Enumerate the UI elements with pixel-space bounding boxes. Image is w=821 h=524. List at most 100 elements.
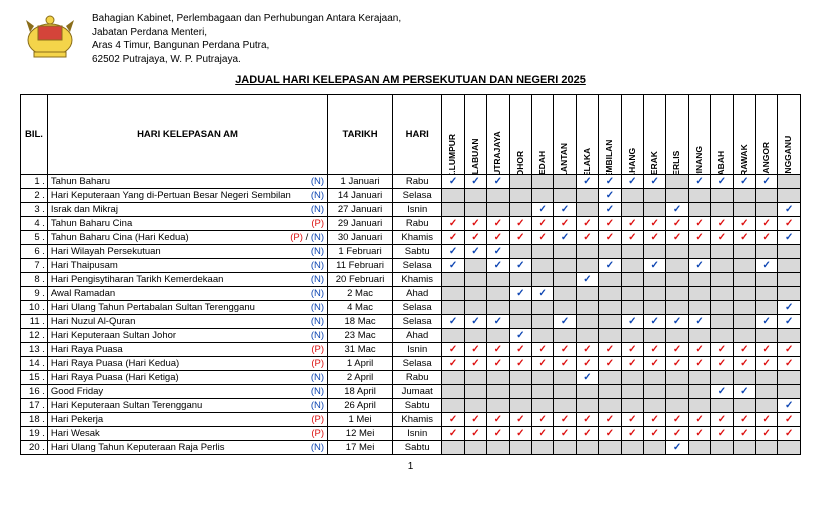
cell-state bbox=[644, 441, 666, 455]
cell-state bbox=[487, 399, 509, 413]
cell-state bbox=[733, 315, 755, 329]
note-marker: (N) bbox=[311, 260, 324, 271]
cell-state bbox=[442, 273, 464, 287]
cell-state bbox=[576, 203, 598, 217]
cell-state bbox=[756, 385, 778, 399]
cell-state: ✓ bbox=[576, 175, 598, 189]
cell-name: Tahun Baharu Cina(P) bbox=[47, 217, 327, 231]
cell-state bbox=[733, 189, 755, 203]
cell-state bbox=[576, 259, 598, 273]
cell-state bbox=[711, 203, 733, 217]
note-marker: (N) bbox=[311, 274, 324, 285]
cell-state bbox=[442, 287, 464, 301]
cell-state: ✓ bbox=[599, 259, 621, 273]
col-state: MELAKA bbox=[576, 95, 598, 175]
cell-date: 11 Februari bbox=[328, 259, 393, 273]
cell-state bbox=[756, 301, 778, 315]
cell-state bbox=[621, 259, 643, 273]
cell-state: ✓ bbox=[464, 427, 486, 441]
cell-state bbox=[644, 301, 666, 315]
cell-date: 18 Mac bbox=[328, 315, 393, 329]
cell-state bbox=[487, 203, 509, 217]
cell-state: ✓ bbox=[576, 371, 598, 385]
cell-state: ✓ bbox=[756, 175, 778, 189]
cell-bil: 13 . bbox=[21, 343, 48, 357]
cell-state bbox=[666, 175, 688, 189]
cell-state bbox=[778, 385, 801, 399]
cell-state bbox=[644, 385, 666, 399]
cell-state bbox=[644, 245, 666, 259]
cell-day: Rabu bbox=[393, 217, 442, 231]
cell-state: ✓ bbox=[464, 231, 486, 245]
cell-state: ✓ bbox=[599, 175, 621, 189]
cell-state bbox=[464, 399, 486, 413]
cell-state bbox=[688, 371, 710, 385]
cell-day: Isnin bbox=[393, 203, 442, 217]
cell-name: Hari Raya Puasa (Hari Ketiga)(N) bbox=[47, 371, 327, 385]
cell-state: ✓ bbox=[442, 413, 464, 427]
cell-state bbox=[711, 371, 733, 385]
cell-state: ✓ bbox=[487, 343, 509, 357]
cell-state: ✓ bbox=[554, 231, 576, 245]
crest-icon bbox=[20, 12, 80, 62]
cell-state: ✓ bbox=[778, 231, 801, 245]
cell-state bbox=[531, 259, 553, 273]
cell-state: ✓ bbox=[576, 413, 598, 427]
cell-state bbox=[576, 301, 598, 315]
cell-state: ✓ bbox=[487, 259, 509, 273]
cell-state bbox=[531, 315, 553, 329]
cell-state bbox=[733, 371, 755, 385]
cell-state bbox=[733, 203, 755, 217]
table-row: 20 .Hari Ulang Tahun Keputeraan Raja Per… bbox=[21, 441, 801, 455]
note-marker: (P) bbox=[311, 428, 324, 439]
col-day: HARI bbox=[393, 95, 442, 175]
cell-state: ✓ bbox=[644, 427, 666, 441]
table-row: 3 .Israk dan Mikraj(N)27 JanuariIsnin✓✓✓… bbox=[21, 203, 801, 217]
cell-state bbox=[688, 329, 710, 343]
cell-date: 1 Januari bbox=[328, 175, 393, 189]
cell-day: Sabtu bbox=[393, 399, 442, 413]
cell-state: ✓ bbox=[464, 217, 486, 231]
cell-bil: 18 . bbox=[21, 413, 48, 427]
cell-state bbox=[711, 287, 733, 301]
cell-state: ✓ bbox=[487, 357, 509, 371]
cell-state: ✓ bbox=[756, 315, 778, 329]
cell-date: 26 April bbox=[328, 399, 393, 413]
cell-state bbox=[576, 315, 598, 329]
note-marker: (N) bbox=[311, 246, 324, 257]
cell-state bbox=[756, 189, 778, 203]
cell-bil: 8 . bbox=[21, 273, 48, 287]
cell-date: 30 Januari bbox=[328, 231, 393, 245]
cell-state: ✓ bbox=[509, 259, 531, 273]
cell-date: 17 Mei bbox=[328, 441, 393, 455]
cell-date: 20 Februari bbox=[328, 273, 393, 287]
cell-state bbox=[464, 189, 486, 203]
cell-state: ✓ bbox=[688, 231, 710, 245]
table-row: 11 .Hari Nuzul Al-Quran(N)18 MacSelasa✓✓… bbox=[21, 315, 801, 329]
cell-state bbox=[509, 385, 531, 399]
cell-state: ✓ bbox=[487, 315, 509, 329]
cell-state bbox=[554, 441, 576, 455]
cell-state: ✓ bbox=[644, 217, 666, 231]
cell-state bbox=[509, 175, 531, 189]
cell-state: ✓ bbox=[621, 315, 643, 329]
cell-state: ✓ bbox=[487, 245, 509, 259]
cell-name: Hari Keputeraan Sultan Terengganu(N) bbox=[47, 399, 327, 413]
col-state: SARAWAK bbox=[733, 95, 755, 175]
cell-day: Isnin bbox=[393, 343, 442, 357]
cell-state bbox=[688, 301, 710, 315]
note-marker: (P) bbox=[311, 358, 324, 369]
cell-state bbox=[554, 189, 576, 203]
table-row: 8 .Hari Pengisytiharan Tarikh Kemerdekaa… bbox=[21, 273, 801, 287]
cell-state bbox=[576, 441, 598, 455]
note-marker: (P) bbox=[311, 344, 324, 355]
cell-state: ✓ bbox=[666, 441, 688, 455]
cell-state: ✓ bbox=[666, 413, 688, 427]
col-state: N.SEMBILAN bbox=[599, 95, 621, 175]
cell-state: ✓ bbox=[733, 175, 755, 189]
cell-state: ✓ bbox=[621, 343, 643, 357]
cell-day: Khamis bbox=[393, 231, 442, 245]
cell-state bbox=[509, 189, 531, 203]
cell-day: Selasa bbox=[393, 259, 442, 273]
col-state: KEDAH bbox=[531, 95, 553, 175]
